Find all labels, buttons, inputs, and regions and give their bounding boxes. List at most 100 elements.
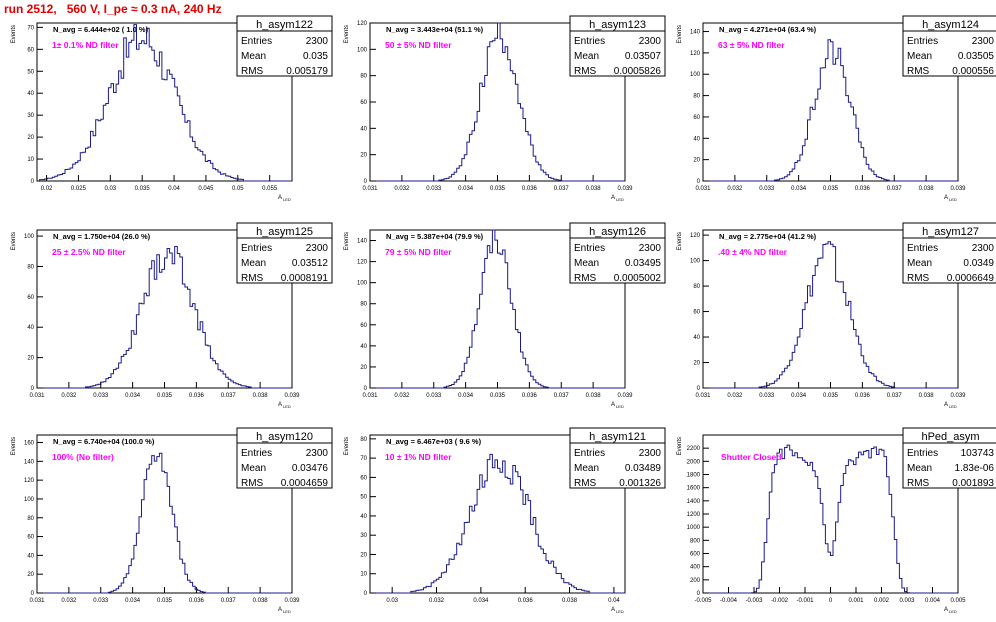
y-tick-label: 20 bbox=[27, 135, 34, 141]
x-tick-label: 0.038 bbox=[586, 393, 602, 399]
histogram-name: hPed_asym bbox=[921, 431, 979, 443]
x-tick-label: 0.031 bbox=[29, 393, 45, 399]
x-tick-label: 0.035 bbox=[490, 393, 506, 399]
y-tick-label: 100 bbox=[357, 281, 368, 287]
histogram-line bbox=[703, 444, 958, 594]
histogram-panel-h_asym122: 0.02 0.025 0.03 0.035 0.04 0.045 0.05 0.055 0 10 2… bbox=[11, 15, 333, 202]
stats-mean-label: Mean bbox=[574, 463, 599, 474]
x-tick-label: 0.038 bbox=[919, 186, 935, 192]
stats-entries-label: Entries bbox=[241, 243, 272, 254]
x-tick-label: 0.035 bbox=[823, 186, 839, 192]
x-tick-label: 0.035 bbox=[490, 186, 506, 192]
x-tick-label: 0.031 bbox=[29, 598, 45, 604]
x-axis-subscript: LED bbox=[616, 609, 624, 614]
y-tick-label: 60 bbox=[27, 295, 34, 301]
x-tick-label: -0.004 bbox=[720, 598, 738, 604]
stats-rms-label: RMS bbox=[241, 66, 264, 77]
x-axis-label: A bbox=[944, 402, 948, 408]
y-axis-label: Events bbox=[11, 232, 17, 250]
x-tick-label: 0.03 bbox=[104, 186, 116, 192]
x-tick-label: 0.037 bbox=[554, 186, 570, 192]
filter-label: 10 ± 1% ND filter bbox=[385, 452, 452, 462]
x-tick-label: 0.025 bbox=[71, 186, 87, 192]
y-axis-label: Events bbox=[677, 232, 683, 250]
x-tick-label: 0.031 bbox=[362, 186, 378, 192]
y-tick-label: 0 bbox=[697, 179, 701, 185]
stats-entries-label: Entries bbox=[241, 448, 272, 459]
histogram-name: h_asym122 bbox=[256, 19, 313, 31]
y-tick-label: 50 bbox=[27, 69, 34, 75]
y-tick-label: 20 bbox=[360, 365, 367, 371]
x-tick-label: 0.038 bbox=[253, 598, 269, 604]
y-tick-label: 20 bbox=[27, 356, 34, 362]
stats-mean-label: Mean bbox=[241, 258, 266, 269]
plot-frame bbox=[369, 434, 626, 594]
y-tick-label: 60 bbox=[27, 535, 34, 541]
y-tick-label: 10 bbox=[27, 157, 34, 163]
x-tick-label: 0.034 bbox=[473, 598, 489, 604]
x-tick-label: 0.04 bbox=[608, 598, 620, 604]
x-tick-label: 0.033 bbox=[759, 393, 775, 399]
stats-mean-value: 0.03476 bbox=[292, 463, 329, 474]
y-tick-label: 120 bbox=[24, 478, 35, 484]
y-tick-label: 50 bbox=[360, 495, 367, 501]
x-tick-label: 0.035 bbox=[157, 393, 173, 399]
stats-mean-value: 0.03512 bbox=[292, 258, 329, 269]
stats-mean-label: Mean bbox=[574, 51, 599, 62]
x-tick-label: 0.032 bbox=[61, 598, 77, 604]
y-tick-label: 80 bbox=[360, 437, 367, 443]
y-axis-label: Events bbox=[11, 437, 17, 455]
x-tick-label: 0.03 bbox=[386, 598, 398, 604]
stats-rms-value: 0.005179 bbox=[286, 66, 328, 77]
x-tick-label: 0.032 bbox=[394, 186, 410, 192]
x-tick-label: 0.036 bbox=[518, 598, 534, 604]
y-tick-label: 40 bbox=[27, 325, 34, 331]
stats-rms-label: RMS bbox=[241, 273, 264, 284]
x-tick-label: 0.003 bbox=[899, 598, 915, 604]
y-tick-label: 0 bbox=[31, 179, 35, 185]
histogram-panel-h_asym124: 0.031 0.032 0.033 0.034 0.035 0.036 0.037 0.038… bbox=[677, 15, 996, 202]
x-tick-label: 0.036 bbox=[189, 598, 205, 604]
y-tick-label: 600 bbox=[690, 552, 701, 558]
stats-rms-label: RMS bbox=[907, 478, 930, 489]
stats-rms-label: RMS bbox=[574, 478, 597, 489]
x-tick-label: 0.037 bbox=[887, 393, 903, 399]
y-tick-label: 40 bbox=[27, 553, 34, 559]
x-tick-label: 0.033 bbox=[93, 598, 109, 604]
histogram-name: h_asym120 bbox=[256, 431, 313, 443]
y-tick-label: 80 bbox=[360, 74, 367, 80]
y-tick-label: 80 bbox=[27, 516, 34, 522]
histogram-name: h_asym123 bbox=[589, 19, 646, 31]
x-tick-label: 0.039 bbox=[284, 598, 300, 604]
x-tick-label: 0.05 bbox=[232, 186, 244, 192]
x-axis-subscript: LED bbox=[616, 404, 624, 409]
stats-rms-value: 0.0005826 bbox=[614, 66, 662, 77]
x-tick-label: 0.032 bbox=[61, 393, 77, 399]
x-tick-label: 0.034 bbox=[458, 186, 474, 192]
stats-rms-label: RMS bbox=[574, 273, 597, 284]
x-tick-label: 0.039 bbox=[950, 393, 966, 399]
y-tick-label: 60 bbox=[360, 100, 367, 106]
y-tick-label: 100 bbox=[24, 497, 35, 503]
x-tick-label: 0.033 bbox=[426, 186, 442, 192]
y-tick-label: 800 bbox=[690, 538, 701, 544]
x-tick-label: 0.035 bbox=[135, 186, 151, 192]
x-axis-label: A bbox=[944, 607, 948, 613]
x-tick-label: 0.038 bbox=[586, 186, 602, 192]
x-tick-label: 0.036 bbox=[855, 186, 871, 192]
y-tick-label: 70 bbox=[27, 25, 34, 31]
histogram-name: h_asym124 bbox=[922, 19, 979, 31]
x-tick-label: 0.037 bbox=[221, 598, 237, 604]
y-axis-label: Events bbox=[11, 25, 17, 43]
y-tick-label: 30 bbox=[27, 113, 34, 119]
stats-box bbox=[902, 222, 996, 284]
y-tick-label: 0 bbox=[364, 179, 368, 185]
stats-mean-label: Mean bbox=[241, 51, 266, 62]
x-tick-label: 0.039 bbox=[284, 393, 300, 399]
histogram-name: h_asym125 bbox=[256, 226, 313, 238]
y-tick-label: 0 bbox=[697, 591, 701, 597]
y-tick-label: 100 bbox=[24, 234, 35, 240]
stats-rms-label: RMS bbox=[907, 66, 930, 77]
x-tick-label: 0.037 bbox=[221, 393, 237, 399]
y-tick-label: 20 bbox=[693, 158, 700, 164]
